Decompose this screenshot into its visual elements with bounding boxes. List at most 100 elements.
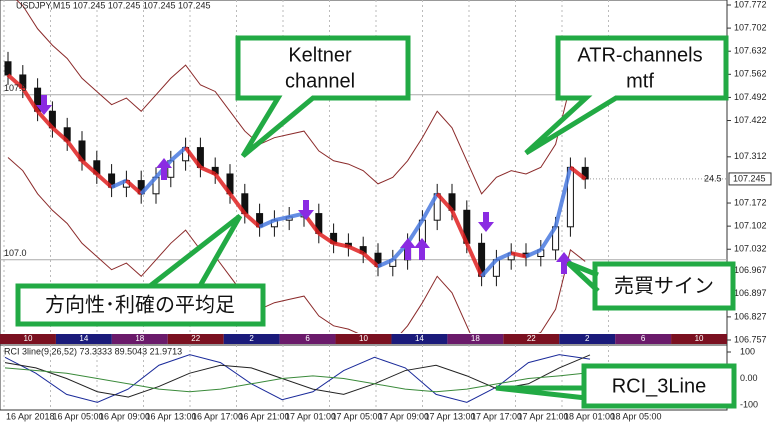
x-tick-label: 16 Apr 13:00 <box>146 411 197 421</box>
x-tick-label: 16 Apr 05:00 <box>53 411 104 421</box>
session-label: 14 <box>79 334 88 343</box>
trend-segment <box>21 87 40 113</box>
session-bar <box>279 334 336 344</box>
x-tick-label: 16 Apr 17:00 <box>192 411 243 421</box>
trend-segment <box>169 146 187 163</box>
x-tick-label: 17 Apr 17:00 <box>471 411 522 421</box>
x-tick-label: 18 Apr 01:00 <box>564 411 615 421</box>
y-tick-label: 107.492 <box>734 92 767 102</box>
session-label: 6 <box>305 334 310 343</box>
trend-segment <box>317 231 335 245</box>
y-tick-label: 107.562 <box>734 69 767 79</box>
signal-arrows <box>36 95 572 274</box>
y-tick-label: 107.312 <box>734 151 767 161</box>
trend-segment <box>480 258 498 278</box>
x-tick-label: 17 Apr 05:00 <box>332 411 383 421</box>
callout-text: 売買サイン <box>614 274 714 297</box>
y-tick-label: 107.702 <box>734 22 767 32</box>
trend-segment <box>405 219 425 245</box>
callouts <box>15 35 737 409</box>
x-tick-label: 16 Apr 2018 <box>6 411 55 421</box>
trend-segment <box>377 257 394 269</box>
price-label: 107.245 <box>733 173 766 183</box>
trend-segment <box>95 172 113 189</box>
session-label: 6 <box>641 334 646 343</box>
trend-segment <box>464 242 484 278</box>
session-bar <box>671 334 727 344</box>
session-label: 2 <box>249 334 254 343</box>
x-tick-label: 16 Apr 21:00 <box>239 411 290 421</box>
callout-text: mtf <box>626 70 654 92</box>
trend-segment <box>273 214 290 223</box>
trend-segment <box>199 165 217 176</box>
session-bar <box>615 334 672 344</box>
trend-segment <box>333 241 349 249</box>
level-label: 107.0 <box>4 248 27 258</box>
session-label: 18 <box>135 334 144 343</box>
session-bar <box>559 334 616 344</box>
trend-segment <box>435 192 454 212</box>
y-tick-label: 107.632 <box>734 46 767 56</box>
indicator-line <box>4 354 591 398</box>
session-bar <box>55 334 112 344</box>
y-tick-label: 106.757 <box>734 334 767 344</box>
candle-body <box>4 61 12 76</box>
session-label: 22 <box>527 334 536 343</box>
session-label: 22 <box>191 334 200 343</box>
trend-segment <box>361 251 380 268</box>
trend-segment <box>51 126 69 143</box>
rci-tick-label: 100 <box>740 346 755 356</box>
x-tick-label: 18 Apr 05:00 <box>611 411 662 421</box>
session-bar <box>391 334 448 344</box>
trend-segment <box>510 251 527 259</box>
x-tick-label: 17 Apr 01:00 <box>285 411 336 421</box>
session-bar <box>335 334 392 344</box>
y-tick-label: 107.422 <box>734 115 767 125</box>
y-tick-label: 107.172 <box>734 197 767 207</box>
callout-text: ATR-channels <box>577 44 702 66</box>
price-box <box>728 172 772 186</box>
rci-tick-label: 0.00 <box>740 373 758 383</box>
session-bar <box>0 334 56 344</box>
session-bar <box>503 334 560 344</box>
trend-segment <box>495 251 513 262</box>
trend-segment <box>525 248 542 259</box>
callout-text: 方向性･利確の平均足 <box>45 293 235 316</box>
y-tick-label: 107.032 <box>734 244 767 254</box>
trend-segment <box>125 179 143 196</box>
trend-segment <box>36 109 54 130</box>
callout-text: RCI_3Line <box>612 375 707 397</box>
callout-text: channel <box>285 70 355 92</box>
trend-segment <box>213 172 232 195</box>
trend-segment <box>110 178 128 190</box>
trend-segment <box>347 244 365 256</box>
session-label: 10 <box>359 334 368 343</box>
level-label: 107.5 <box>4 83 27 93</box>
y-tick-label: 107.772 <box>734 0 767 9</box>
callout-text: Keltner <box>288 44 352 66</box>
trend-segment <box>569 165 587 181</box>
rci-tick-label: -100 <box>740 399 758 409</box>
session-label: 2 <box>585 334 590 343</box>
trend-segment <box>65 139 84 162</box>
session-bar <box>167 334 224 344</box>
x-tick-label: 17 Apr 21:00 <box>518 411 569 421</box>
trend-segment <box>228 192 247 215</box>
chart-title: USDJPY,M15 107.245 107.245 107.245 107.2… <box>16 0 211 10</box>
indicator-line <box>4 354 591 403</box>
session-label: 18 <box>471 334 480 343</box>
session-label: 14 <box>415 334 424 343</box>
indicator-line <box>15 0 586 195</box>
session-bar <box>447 334 504 344</box>
x-tick-label: 16 Apr 09:00 <box>99 411 150 421</box>
session-bar <box>223 334 280 344</box>
indicator-line <box>7 157 586 333</box>
trend-segment <box>6 73 25 90</box>
trend-segment <box>243 212 261 229</box>
rci-title: RCI 3line(9,26,52) 73.3333 89.5043 21.97… <box>4 346 182 356</box>
x-tick-label: 17 Apr 09:00 <box>378 411 429 421</box>
trend-segment <box>183 146 203 169</box>
session-label: 10 <box>24 334 33 343</box>
trend-segment <box>80 159 99 176</box>
